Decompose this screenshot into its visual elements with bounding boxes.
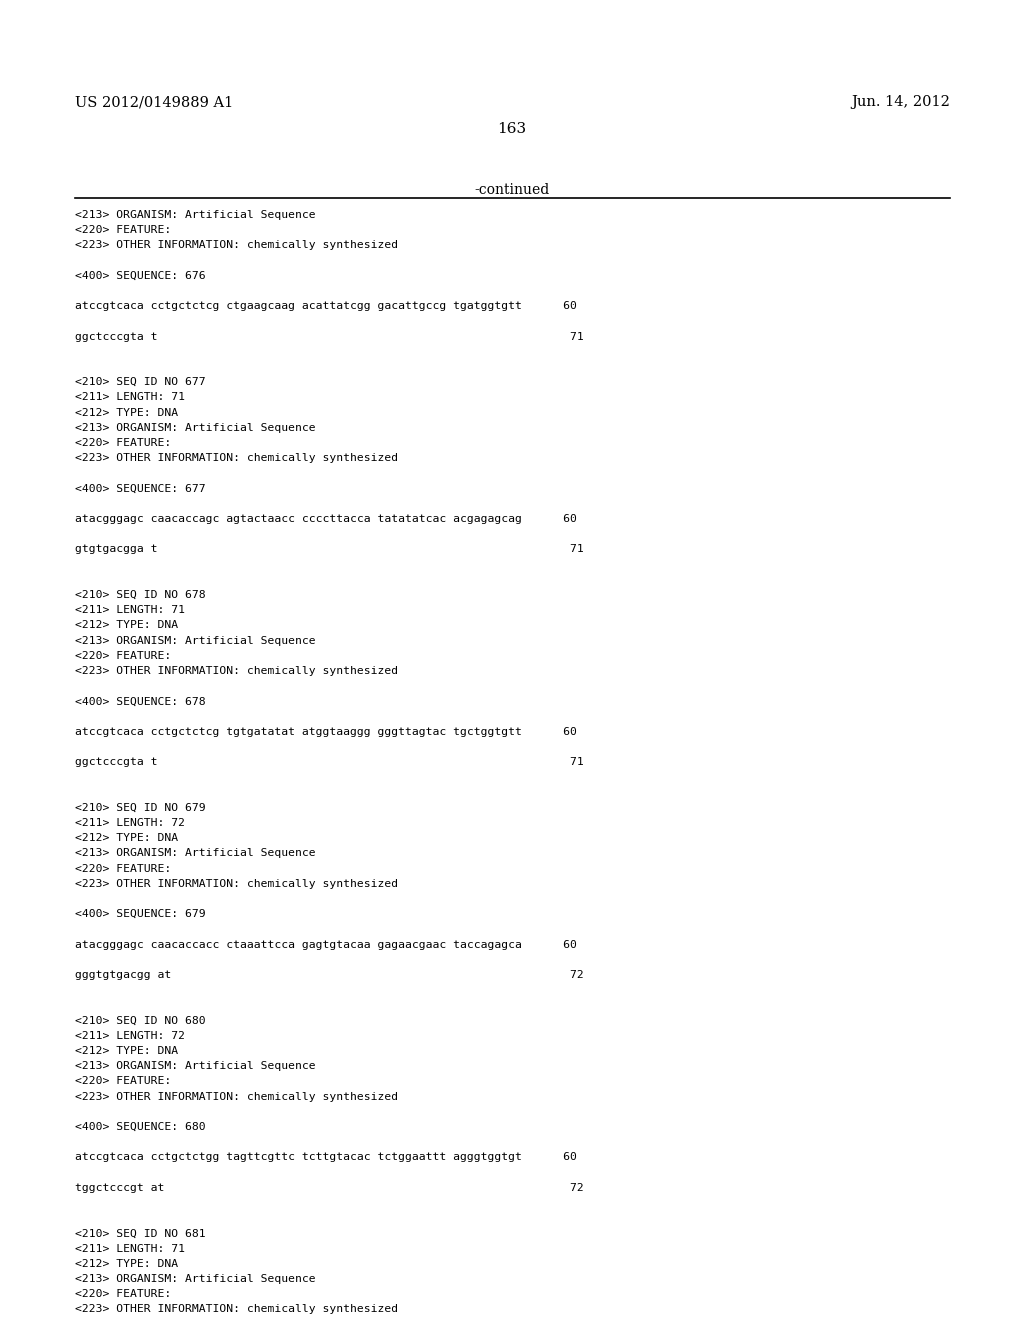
Text: <210> SEQ ID NO 677: <210> SEQ ID NO 677 (75, 378, 206, 387)
Text: <400> SEQUENCE: 676: <400> SEQUENCE: 676 (75, 271, 206, 281)
Text: <212> TYPE: DNA: <212> TYPE: DNA (75, 620, 178, 631)
Text: <211> LENGTH: 72: <211> LENGTH: 72 (75, 818, 185, 828)
Text: <223> OTHER INFORMATION: chemically synthesized: <223> OTHER INFORMATION: chemically synt… (75, 453, 398, 463)
Text: <212> TYPE: DNA: <212> TYPE: DNA (75, 833, 178, 843)
Text: <220> FEATURE:: <220> FEATURE: (75, 226, 171, 235)
Text: <210> SEQ ID NO 679: <210> SEQ ID NO 679 (75, 803, 206, 813)
Text: <213> ORGANISM: Artificial Sequence: <213> ORGANISM: Artificial Sequence (75, 1274, 315, 1284)
Text: gtgtgacgga t                                                            71: gtgtgacgga t 71 (75, 544, 584, 554)
Text: <211> LENGTH: 71: <211> LENGTH: 71 (75, 605, 185, 615)
Text: <220> FEATURE:: <220> FEATURE: (75, 651, 171, 661)
Text: Jun. 14, 2012: Jun. 14, 2012 (851, 95, 950, 110)
Text: <213> ORGANISM: Artificial Sequence: <213> ORGANISM: Artificial Sequence (75, 422, 315, 433)
Text: -continued: -continued (474, 183, 550, 197)
Text: <212> TYPE: DNA: <212> TYPE: DNA (75, 408, 178, 417)
Text: <220> FEATURE:: <220> FEATURE: (75, 863, 171, 874)
Text: <212> TYPE: DNA: <212> TYPE: DNA (75, 1259, 178, 1269)
Text: ggctcccgta t                                                            71: ggctcccgta t 71 (75, 758, 584, 767)
Text: <223> OTHER INFORMATION: chemically synthesized: <223> OTHER INFORMATION: chemically synt… (75, 667, 398, 676)
Text: <210> SEQ ID NO 678: <210> SEQ ID NO 678 (75, 590, 206, 601)
Text: 163: 163 (498, 121, 526, 136)
Text: <223> OTHER INFORMATION: chemically synthesized: <223> OTHER INFORMATION: chemically synt… (75, 1304, 398, 1315)
Text: <211> LENGTH: 71: <211> LENGTH: 71 (75, 392, 185, 403)
Text: <213> ORGANISM: Artificial Sequence: <213> ORGANISM: Artificial Sequence (75, 1061, 315, 1072)
Text: tggctcccgt at                                                           72: tggctcccgt at 72 (75, 1183, 584, 1193)
Text: <213> ORGANISM: Artificial Sequence: <213> ORGANISM: Artificial Sequence (75, 636, 315, 645)
Text: <213> ORGANISM: Artificial Sequence: <213> ORGANISM: Artificial Sequence (75, 210, 315, 220)
Text: <213> ORGANISM: Artificial Sequence: <213> ORGANISM: Artificial Sequence (75, 849, 315, 858)
Text: <400> SEQUENCE: 679: <400> SEQUENCE: 679 (75, 909, 206, 919)
Text: <211> LENGTH: 71: <211> LENGTH: 71 (75, 1243, 185, 1254)
Text: <220> FEATURE:: <220> FEATURE: (75, 1076, 171, 1086)
Text: <223> OTHER INFORMATION: chemically synthesized: <223> OTHER INFORMATION: chemically synt… (75, 879, 398, 888)
Text: <212> TYPE: DNA: <212> TYPE: DNA (75, 1045, 178, 1056)
Text: <220> FEATURE:: <220> FEATURE: (75, 1290, 171, 1299)
Text: ggctcccgta t                                                            71: ggctcccgta t 71 (75, 331, 584, 342)
Text: <210> SEQ ID NO 680: <210> SEQ ID NO 680 (75, 1015, 206, 1026)
Text: <400> SEQUENCE: 680: <400> SEQUENCE: 680 (75, 1122, 206, 1133)
Text: <400> SEQUENCE: 678: <400> SEQUENCE: 678 (75, 697, 206, 706)
Text: <400> SEQUENCE: 677: <400> SEQUENCE: 677 (75, 483, 206, 494)
Text: <211> LENGTH: 72: <211> LENGTH: 72 (75, 1031, 185, 1040)
Text: <223> OTHER INFORMATION: chemically synthesized: <223> OTHER INFORMATION: chemically synt… (75, 240, 398, 251)
Text: atacgggagc caacaccacc ctaaattcca gagtgtacaa gagaacgaac taccagagca      60: atacgggagc caacaccacc ctaaattcca gagtgta… (75, 940, 577, 949)
Text: gggtgtgacgg at                                                          72: gggtgtgacgg at 72 (75, 970, 584, 979)
Text: atacgggagc caacaccagc agtactaacc ccccttacca tatatatcac acgagagcag      60: atacgggagc caacaccagc agtactaacc cccctta… (75, 513, 577, 524)
Text: <223> OTHER INFORMATION: chemically synthesized: <223> OTHER INFORMATION: chemically synt… (75, 1092, 398, 1102)
Text: atccgtcaca cctgctctcg tgtgatatat atggtaaggg gggttagtac tgctggtgtt      60: atccgtcaca cctgctctcg tgtgatatat atggtaa… (75, 727, 577, 737)
Text: <210> SEQ ID NO 681: <210> SEQ ID NO 681 (75, 1229, 206, 1238)
Text: atccgtcaca cctgctctcg ctgaagcaag acattatcgg gacattgccg tgatggtgtt      60: atccgtcaca cctgctctcg ctgaagcaag acattat… (75, 301, 577, 312)
Text: <220> FEATURE:: <220> FEATURE: (75, 438, 171, 447)
Text: US 2012/0149889 A1: US 2012/0149889 A1 (75, 95, 233, 110)
Text: atccgtcaca cctgctctgg tagttcgttc tcttgtacac tctggaattt agggtggtgt      60: atccgtcaca cctgctctgg tagttcgttc tcttgta… (75, 1152, 577, 1163)
